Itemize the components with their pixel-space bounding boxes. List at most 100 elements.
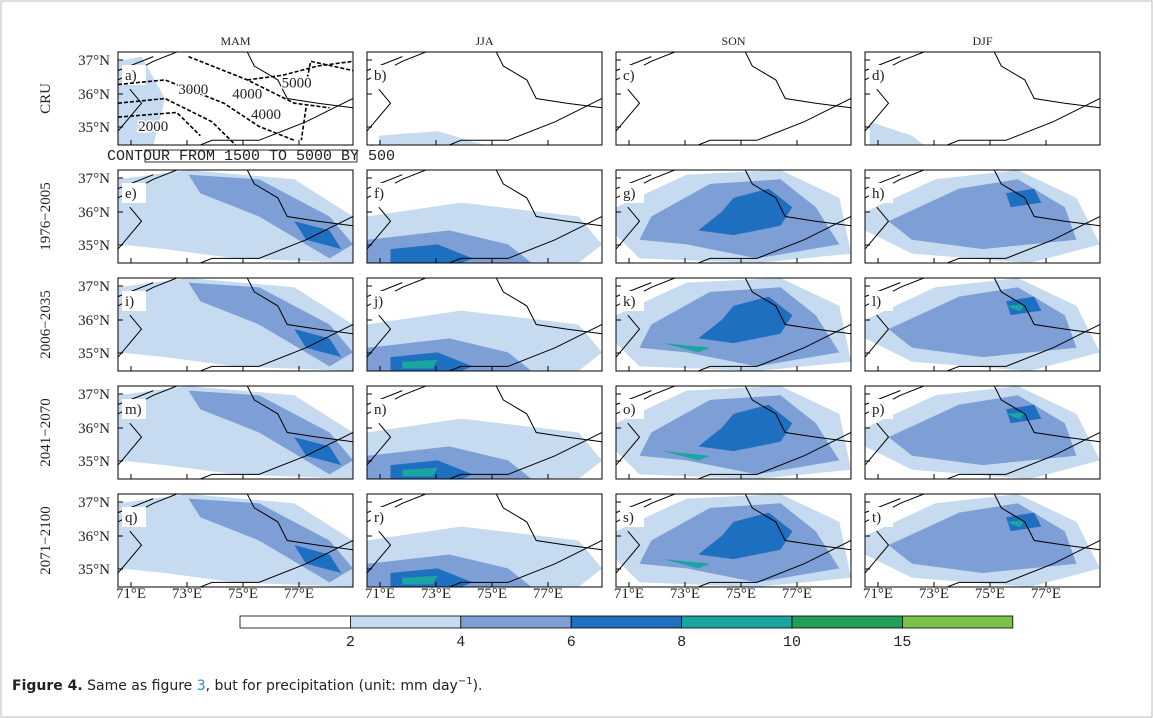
caption-text: , but for precipitation (unit: mm day	[206, 678, 458, 694]
panel: m)	[117, 385, 354, 480]
precip-area	[294, 329, 342, 358]
precip-area	[402, 467, 438, 477]
panel-fill	[118, 170, 353, 263]
panel: i)	[117, 277, 354, 372]
panel-label: r)	[374, 510, 384, 526]
lat-tick-label: 37°N	[78, 387, 110, 403]
precip-area	[378, 131, 485, 145]
border-line	[744, 494, 851, 551]
lat-tick-label: 36°N	[78, 313, 110, 329]
panel: d)	[864, 51, 1101, 146]
lat-tick-label: 37°N	[78, 279, 110, 295]
precip-area	[869, 121, 924, 145]
border-line	[449, 98, 602, 145]
panel-label-bg	[371, 65, 395, 85]
lon-tick-label: 73°E	[172, 586, 202, 602]
border-line	[246, 494, 353, 551]
border-line	[744, 278, 851, 335]
lon-tick-label: 77°E	[284, 586, 314, 602]
lon-tick-label: 75°E	[975, 586, 1005, 602]
precip-area	[118, 278, 353, 371]
panel-label-bg	[869, 183, 893, 203]
lon-tick-label: 75°E	[228, 586, 258, 602]
border-line	[495, 278, 602, 335]
panel-label: j)	[373, 294, 383, 310]
panel: h)	[864, 169, 1101, 264]
panel: b)	[366, 51, 603, 146]
border-line	[246, 386, 353, 443]
panel-frame	[366, 385, 603, 480]
border-line	[993, 52, 1100, 109]
border-line	[367, 422, 392, 466]
border-line	[865, 314, 890, 358]
panel-label: t)	[872, 510, 881, 526]
panel-frame	[117, 493, 354, 588]
border-line	[118, 206, 143, 250]
border-line	[865, 530, 890, 574]
panel-frame	[366, 277, 603, 372]
contour-label: 3000	[178, 82, 208, 98]
lat-tick-label: 35°N	[78, 346, 110, 362]
lon-tick-label: 73°E	[421, 586, 451, 602]
panel-label: q)	[125, 510, 138, 526]
panel: k)	[615, 277, 852, 372]
panel-label: h)	[872, 186, 885, 202]
panel: f)	[366, 169, 603, 264]
contour-line	[118, 97, 237, 145]
panel: a)	[117, 51, 354, 146]
colorbar-label: 15	[893, 634, 911, 651]
border-line	[449, 216, 602, 263]
colorbar-label: 4	[456, 634, 465, 651]
border-line	[947, 432, 1100, 479]
panel-fill	[865, 386, 1100, 479]
lat-tick-label: 37°N	[78, 171, 110, 187]
panel-fill	[616, 278, 851, 371]
panel-frame	[117, 385, 354, 480]
panel-label: i)	[125, 294, 134, 310]
border-line	[698, 98, 851, 145]
panel-fill	[616, 52, 851, 145]
panel-fill	[616, 386, 851, 479]
panel-label: d)	[872, 68, 885, 84]
border-line	[200, 324, 353, 371]
row-label: 2006−2035	[38, 290, 54, 358]
panel-label-bg	[620, 183, 644, 203]
lon-tick-label: 71°E	[116, 586, 146, 602]
panel: j)	[366, 277, 603, 372]
lat-tick-label: 36°N	[78, 421, 110, 437]
panel: s)	[615, 493, 852, 588]
panel-frame	[864, 169, 1101, 264]
precip-area	[663, 559, 710, 569]
panel-label: c)	[623, 68, 635, 84]
border-line	[449, 324, 602, 371]
panel-label-bg	[371, 183, 395, 203]
colorbar-label: 2	[346, 634, 355, 651]
panel-frame	[615, 493, 852, 588]
colorbar-box	[902, 615, 1014, 629]
lon-tick-label: 77°E	[1031, 586, 1061, 602]
precip-area	[118, 170, 353, 263]
caption-ref[interactable]: 3	[197, 678, 206, 694]
lat-tick-label: 35°N	[78, 454, 110, 470]
panel-frame	[864, 493, 1101, 588]
precip-area	[1006, 304, 1025, 312]
column-header: SON	[721, 34, 745, 48]
panel-label-bg	[620, 507, 644, 527]
panel-label-bg	[620, 399, 644, 419]
panel: q)	[117, 493, 354, 588]
border-line	[947, 216, 1100, 263]
panel-frame	[366, 169, 603, 264]
panel-label: g)	[623, 186, 636, 202]
border-line	[993, 494, 1100, 551]
border-line	[246, 170, 353, 227]
border-line	[698, 432, 851, 479]
precip-area	[402, 575, 438, 585]
border-line	[744, 386, 851, 443]
border-line	[495, 494, 602, 551]
panel-label: o)	[623, 402, 636, 418]
lat-tick-label: 36°N	[78, 205, 110, 221]
row-label: 2071−2100	[38, 506, 54, 574]
colorbar-box	[460, 615, 572, 629]
lon-tick-label: 71°E	[365, 586, 395, 602]
column-header: JJA	[475, 34, 493, 48]
